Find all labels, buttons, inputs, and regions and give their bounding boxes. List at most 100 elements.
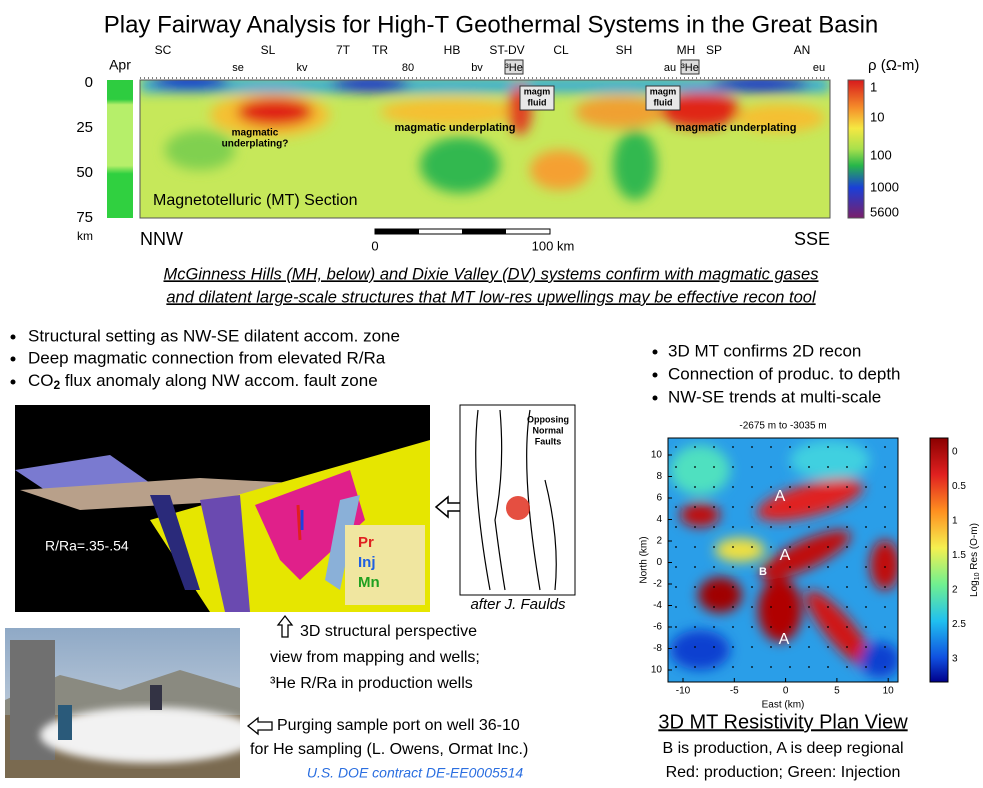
annotation: magmatic	[232, 128, 279, 139]
bullet	[11, 335, 16, 340]
station-dot	[846, 446, 848, 448]
station-dot	[827, 526, 829, 528]
plan-note: B is production, A is deep regional	[662, 740, 903, 757]
station-dot	[884, 506, 886, 508]
mt-blob	[330, 76, 410, 92]
station-dot	[770, 526, 772, 528]
station-dot	[732, 526, 734, 528]
station-dot	[675, 566, 677, 568]
depth-range: -2675 m to -3035 m	[739, 421, 826, 432]
plan-blob	[790, 440, 870, 480]
y-tick-label: 10	[651, 450, 663, 461]
station-dot	[713, 446, 715, 448]
site-label: ST-DV	[489, 43, 524, 57]
station-dot	[789, 646, 791, 648]
station-dot	[675, 546, 677, 548]
station-dot	[751, 506, 753, 508]
y-tick-label: -2	[653, 579, 662, 590]
station-dot	[675, 666, 677, 668]
station-dot	[808, 466, 810, 468]
slide: Play Fairway Analysis for High-T Geother…	[0, 0, 983, 788]
station-dot	[732, 506, 734, 508]
station-dot	[865, 526, 867, 528]
station-dot	[694, 526, 696, 528]
station-dot	[808, 486, 810, 488]
colorbar-tick-label: 2	[952, 585, 958, 596]
photo-caption: Purging sample port on well 36-10	[277, 717, 520, 734]
zone-label: A	[780, 547, 791, 564]
station-dot	[808, 526, 810, 528]
station-dot	[808, 666, 810, 668]
x-tick-label: 0	[783, 686, 789, 697]
site-label: ³He	[681, 62, 699, 74]
photo-person	[150, 685, 162, 710]
structural-caption: view from mapping and wells;	[270, 649, 480, 666]
station-dot	[865, 646, 867, 648]
slide-title: Play Fairway Analysis for High-T Geother…	[104, 11, 879, 38]
bullet-text: CO	[28, 371, 54, 390]
zone-label: B	[759, 566, 767, 578]
station-dot	[846, 526, 848, 528]
station-dot	[846, 506, 848, 508]
x-tick-label: -5	[730, 686, 739, 697]
bullet	[653, 396, 658, 401]
section-label: Magnetotelluric (MT) Section	[153, 192, 358, 209]
station-dot	[846, 466, 848, 468]
station-dot	[694, 566, 696, 568]
zone-label: A	[775, 488, 786, 505]
legend-entry: Mn	[358, 574, 380, 591]
station-dot	[865, 506, 867, 508]
mt-blob	[613, 130, 657, 200]
production-zone	[506, 496, 530, 520]
station-dot	[694, 486, 696, 488]
station-dot	[770, 626, 772, 628]
annotation: magm	[650, 86, 677, 96]
arrow-icon	[248, 718, 272, 734]
station-dot	[808, 626, 810, 628]
colorbar-tick-label: 0.5	[952, 481, 966, 492]
plan-note: Red: production; Green: Injection	[666, 764, 901, 781]
station-dot	[751, 626, 753, 628]
plan-colorbar	[930, 438, 948, 682]
depth-tick-label: 25	[76, 119, 93, 136]
station-dot	[865, 546, 867, 548]
site-label: MH	[677, 43, 696, 57]
station-dot	[751, 446, 753, 448]
x-tick-label: 10	[883, 686, 895, 697]
station-dot	[751, 526, 753, 528]
site-label: TR	[372, 43, 388, 57]
station-dot	[770, 466, 772, 468]
station-dot	[770, 446, 772, 448]
y-tick-label: 2	[656, 536, 662, 547]
x-tick-label: -10	[676, 686, 691, 697]
station-dot	[846, 486, 848, 488]
station-dot	[694, 646, 696, 648]
station-dot	[713, 646, 715, 648]
station-dot	[808, 566, 810, 568]
right-end: SSE	[794, 229, 830, 249]
station-dot	[884, 566, 886, 568]
left-end: NNW	[140, 229, 183, 249]
caption: McGinness Hills (MH, below) and Dixie Va…	[164, 265, 819, 283]
station-dot	[789, 626, 791, 628]
site-label: 80	[402, 62, 414, 74]
mt-blob	[150, 74, 230, 90]
station-dot	[694, 506, 696, 508]
station-dot	[751, 646, 753, 648]
colorbar-label: Log	[969, 580, 980, 597]
station-dot	[884, 626, 886, 628]
x-axis-label: East (km)	[762, 700, 805, 711]
annotation: fluid	[528, 97, 547, 107]
mt-blob	[420, 137, 500, 193]
station-dot	[694, 546, 696, 548]
site-label: HB	[444, 43, 461, 57]
station-dot	[865, 586, 867, 588]
annotation: magm	[524, 86, 551, 96]
station-dot	[713, 626, 715, 628]
bullet-text: NW-SE trends at multi-scale	[668, 387, 881, 406]
photo-steam	[40, 707, 260, 763]
station-dot	[865, 566, 867, 568]
station-dot	[865, 446, 867, 448]
colorbar-label: Log10 Res (O-m)	[969, 523, 981, 597]
y-tick-label: 6	[656, 493, 662, 504]
